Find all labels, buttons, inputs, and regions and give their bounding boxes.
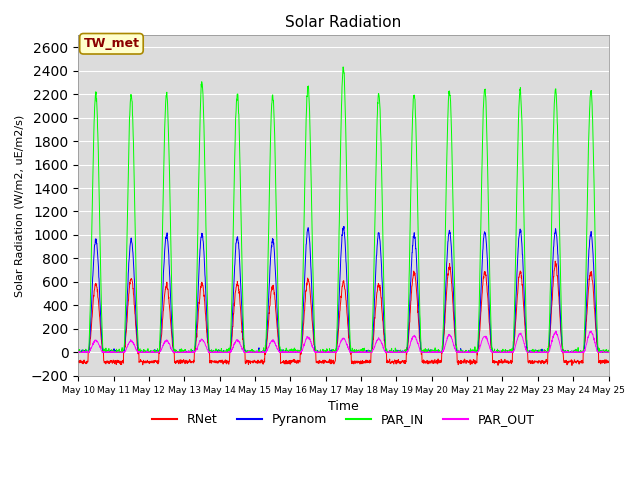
PAR_OUT <box>498 349 506 355</box>
RNet <box>552 258 559 264</box>
RNet <box>558 342 566 348</box>
Line: Pyranom: Pyranom <box>78 227 609 352</box>
RNet <box>605 359 612 365</box>
Line: PAR_IN: PAR_IN <box>78 67 609 352</box>
PAR_OUT <box>223 349 230 355</box>
Pyranom <box>371 297 378 303</box>
PAR_IN <box>558 334 566 340</box>
Y-axis label: Solar Radiation (W/m2, uE/m2/s): Solar Radiation (W/m2, uE/m2/s) <box>15 115 25 297</box>
Pyranom <box>74 349 82 355</box>
RNet <box>74 359 82 365</box>
RNet <box>573 358 580 364</box>
PAR_IN <box>74 348 82 354</box>
PAR_IN <box>339 64 347 70</box>
PAR_OUT <box>359 349 367 355</box>
Pyranom <box>573 349 580 355</box>
PAR_OUT <box>558 349 566 355</box>
X-axis label: Time: Time <box>328 400 359 413</box>
Pyranom <box>605 349 612 355</box>
Line: PAR_OUT: PAR_OUT <box>78 331 609 352</box>
Legend: RNet, Pyranom, PAR_IN, PAR_OUT: RNet, Pyranom, PAR_IN, PAR_OUT <box>147 408 540 431</box>
PAR_IN <box>223 347 230 353</box>
Pyranom <box>359 348 367 354</box>
Title: Solar Radiation: Solar Radiation <box>285 15 401 30</box>
Pyranom <box>223 348 230 354</box>
RNet <box>222 359 230 365</box>
RNet <box>568 362 576 368</box>
PAR_IN <box>359 349 367 355</box>
RNet <box>497 356 505 362</box>
PAR_OUT <box>588 328 595 334</box>
Pyranom <box>558 341 566 347</box>
Pyranom <box>340 224 348 229</box>
PAR_IN <box>573 348 580 354</box>
PAR_OUT <box>573 349 580 355</box>
PAR_OUT <box>605 349 612 355</box>
PAR_IN <box>498 349 506 355</box>
RNet <box>370 327 378 333</box>
PAR_IN <box>605 349 612 355</box>
PAR_IN <box>74 349 82 355</box>
RNet <box>358 358 366 363</box>
PAR_OUT <box>74 349 82 355</box>
Text: TW_met: TW_met <box>83 37 140 50</box>
PAR_IN <box>371 242 378 248</box>
Line: RNet: RNet <box>78 261 609 365</box>
Pyranom <box>498 349 506 355</box>
PAR_OUT <box>371 344 378 349</box>
PAR_OUT <box>74 349 82 355</box>
Pyranom <box>74 349 82 355</box>
